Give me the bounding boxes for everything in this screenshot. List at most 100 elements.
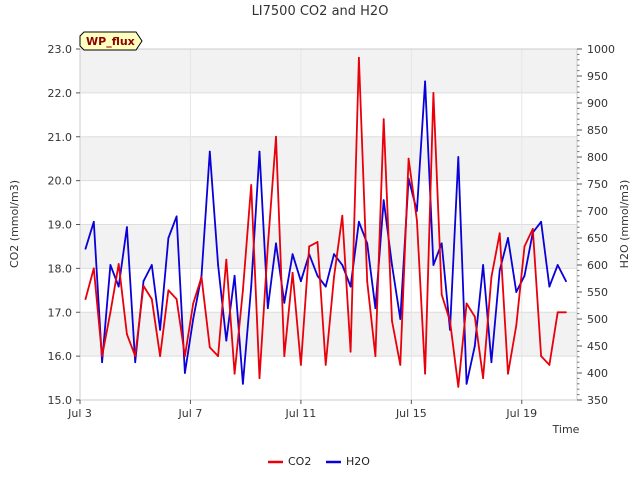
data-point-co2: [175, 298, 178, 300]
y-right-tick-label: 600: [587, 259, 608, 272]
data-point-h2o: [473, 345, 476, 347]
data-point-co2: [424, 372, 427, 375]
data-point-co2: [208, 346, 211, 349]
data-point-h2o: [432, 264, 435, 266]
data-point-h2o: [109, 264, 112, 266]
data-point-co2: [84, 298, 87, 300]
data-point-h2o: [490, 361, 493, 364]
data-point-h2o: [175, 215, 178, 218]
data-point-h2o: [84, 247, 87, 250]
data-point-co2: [299, 364, 302, 366]
data-point-co2: [457, 385, 460, 388]
data-point-h2o: [399, 318, 402, 320]
data-point-co2: [407, 157, 410, 160]
chart-title: LI7500 CO2 and H2O: [252, 4, 389, 19]
plot-band: [80, 92, 577, 137]
y-left-tick-label: 15.0: [48, 394, 73, 407]
plot-band: [80, 180, 577, 225]
data-point-co2: [275, 135, 277, 138]
data-point-h2o: [117, 285, 120, 288]
data-point-h2o: [482, 264, 485, 266]
data-point-co2: [291, 271, 294, 274]
data-point-h2o: [200, 274, 203, 277]
data-point-h2o: [440, 242, 443, 245]
y-right-tick-label: 500: [587, 313, 608, 326]
data-point-co2: [432, 91, 435, 94]
data-point-co2: [324, 364, 327, 366]
data-point-co2: [565, 311, 567, 314]
data-point-co2: [374, 355, 377, 358]
data-point-co2: [556, 311, 559, 314]
data-point-h2o: [159, 328, 161, 331]
data-point-h2o: [565, 280, 567, 283]
data-point-h2o: [233, 274, 236, 277]
legend-label-h2o: H2O: [346, 455, 370, 468]
data-point-h2o: [391, 264, 393, 266]
data-point-co2: [283, 355, 286, 358]
y-right-tick-label: 950: [587, 70, 608, 83]
legend-label-co2: CO2: [288, 455, 311, 468]
data-point-h2o: [126, 226, 128, 229]
data-point-h2o: [366, 242, 369, 245]
data-point-co2: [109, 311, 112, 314]
data-point-co2: [349, 350, 352, 353]
data-point-co2: [126, 333, 128, 336]
x-tick-label: Jul 3: [67, 407, 92, 420]
y-right-axis-label: H2O (mmol/m3): [618, 180, 631, 269]
data-point-h2o: [316, 274, 319, 277]
data-point-h2o: [374, 307, 377, 310]
data-point-h2o: [167, 237, 170, 239]
y-left-tick-label: 20.0: [48, 175, 73, 188]
data-point-h2o: [424, 80, 427, 83]
y-right-tick-label: 750: [587, 178, 608, 191]
data-point-h2o: [465, 382, 468, 385]
data-point-co2: [473, 315, 476, 318]
data-point-co2: [523, 245, 526, 248]
data-point-co2: [233, 372, 236, 375]
data-point-h2o: [333, 253, 335, 256]
data-point-h2o: [225, 339, 228, 342]
data-point-h2o: [266, 307, 269, 310]
data-point-co2: [415, 219, 418, 222]
data-point-h2o: [324, 285, 327, 288]
data-point-h2o: [208, 150, 211, 153]
site-badge-label: WP_flux: [86, 35, 135, 48]
data-point-co2: [316, 241, 319, 243]
y-right-tick-label: 700: [587, 205, 608, 218]
data-point-co2: [333, 276, 335, 279]
data-point-co2: [366, 280, 369, 283]
y-left-tick-label: 16.0: [48, 350, 73, 363]
data-point-co2: [507, 372, 509, 375]
data-point-co2: [531, 227, 534, 230]
data-point-h2o: [242, 382, 244, 385]
data-point-co2: [258, 377, 261, 379]
y-right-tick-label: 350: [587, 394, 608, 407]
plot-band: [80, 136, 577, 181]
data-point-co2: [192, 302, 195, 305]
data-point-co2: [142, 285, 145, 287]
data-point-co2: [250, 184, 253, 186]
data-point-co2: [440, 293, 443, 296]
x-tick-label: Jul 19: [505, 407, 537, 420]
y-right-tick-label: 900: [587, 97, 608, 110]
y-left-axis-ticks: 15.0 16.0 17.0 18.0 19.0 20.0 21.0 22.0 23.0: [48, 43, 80, 407]
data-point-h2o: [217, 264, 219, 266]
data-point-co2: [548, 364, 551, 366]
data-point-co2: [225, 258, 228, 261]
data-point-co2: [101, 355, 103, 358]
data-point-co2: [150, 298, 153, 300]
data-point-h2o: [341, 264, 344, 266]
data-point-co2: [167, 289, 170, 292]
data-point-h2o: [283, 301, 286, 304]
data-point-h2o: [523, 274, 526, 277]
y-left-tick-label: 17.0: [48, 306, 73, 319]
data-point-h2o: [142, 280, 145, 283]
legend: CO2 H2O: [268, 455, 370, 468]
data-point-co2: [498, 232, 501, 235]
y-right-tick-label: 650: [587, 232, 608, 245]
data-point-co2: [266, 245, 269, 248]
data-point-h2o: [258, 150, 261, 153]
data-point-co2: [540, 355, 543, 358]
data-point-h2o: [192, 318, 195, 320]
